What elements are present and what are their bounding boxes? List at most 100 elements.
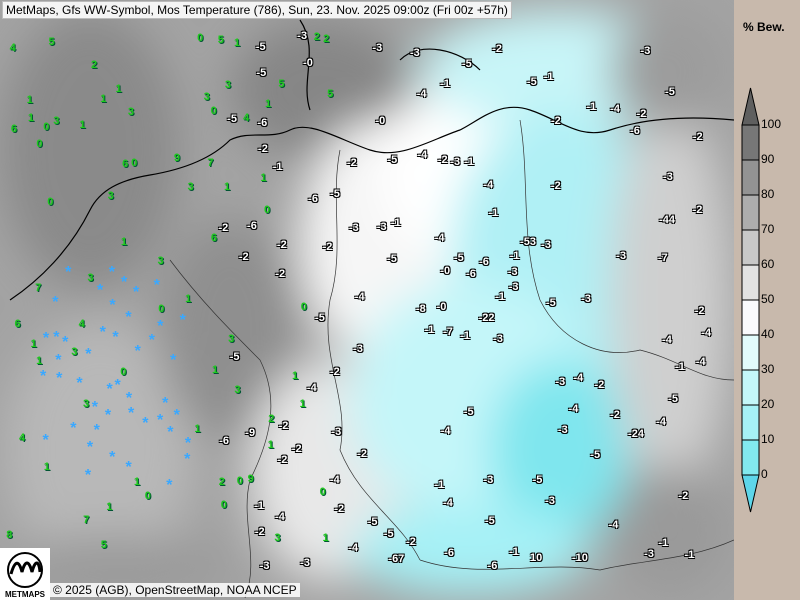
temperature-label: -0	[436, 300, 447, 313]
temperature-label: -2	[550, 114, 561, 127]
weather-symbol: 1	[264, 98, 272, 111]
temperature-label: -2	[329, 365, 340, 378]
weather-symbol: 5	[48, 36, 55, 49]
legend-tick: 70	[761, 222, 775, 236]
snow-symbol-icon: *	[121, 274, 128, 292]
legend-swatch	[741, 404, 760, 441]
snow-symbol-icon: *	[167, 424, 174, 442]
weather-symbol: 3	[83, 398, 90, 411]
temperature-label: -2	[437, 154, 448, 167]
temperature-label: -3	[545, 495, 555, 508]
temperature-label: -2	[275, 267, 286, 280]
snow-symbol-icon: *	[148, 331, 155, 349]
snow-symbol-icon: *	[132, 284, 140, 302]
legend-tick: 0	[761, 467, 768, 481]
borders	[169, 119, 734, 599]
legend-swatch	[741, 194, 760, 231]
temperature-label: -2	[322, 240, 333, 253]
map-title: MetMaps, Gfs WW-Symbol, Mos Temperature …	[2, 1, 512, 19]
coastlines	[9, 19, 734, 301]
snow-symbol-icon: *	[125, 459, 132, 477]
snow-symbol-icon: *	[184, 434, 192, 452]
weather-symbol: 5	[278, 77, 285, 90]
weather-symbol: 3	[203, 90, 210, 103]
temperature-label: -4	[568, 403, 579, 416]
weather-symbol: 3	[187, 180, 194, 193]
temperature-label: -2	[347, 156, 357, 169]
legend-swatch	[741, 369, 760, 406]
temperature-label: -1	[586, 100, 597, 113]
temperature-label: -7	[443, 326, 453, 339]
temperature-label: -5	[484, 514, 495, 527]
snow-symbol-icon: *	[108, 263, 115, 281]
legend-colorbar	[741, 87, 760, 513]
temperature-label: -6	[466, 267, 476, 280]
weather-symbol: 1	[27, 112, 35, 125]
weather-symbol: 0	[300, 300, 307, 313]
temperature-label: -2	[678, 490, 689, 503]
weather-symbol: 1	[120, 235, 127, 248]
weather-symbol: 7	[207, 156, 214, 169]
legend-tick: 40	[761, 327, 775, 341]
weather-symbol: 0	[144, 489, 151, 502]
snow-symbol-icon: *	[52, 293, 59, 311]
temperature-label: -4	[354, 291, 365, 304]
temperature-label: -3	[616, 250, 627, 263]
weather-symbol: 0	[220, 498, 227, 511]
temperature-label: -4	[416, 88, 427, 101]
snow-symbol-icon: *	[91, 398, 98, 416]
temperature-label: -3	[331, 425, 342, 438]
temperature-label: -5	[665, 86, 675, 99]
temperature-label: -2	[492, 42, 503, 55]
weather-symbol: 2	[91, 59, 98, 72]
weather-symbol: 1	[100, 93, 107, 106]
weather-symbol: 1	[133, 475, 141, 488]
snow-symbol-icon: *	[125, 389, 133, 407]
legend: % Bew. 100 90 80 70 60 50 40 30 20 10 0	[734, 0, 800, 600]
temperature-label: -22	[478, 312, 495, 325]
temperature-label: -6	[630, 125, 640, 138]
temperature-label: -5	[387, 253, 397, 266]
temperature-label: -2	[258, 142, 268, 155]
temperature-label: -2	[610, 408, 620, 421]
temperature-label: -4	[417, 149, 428, 162]
legend-tick: 60	[761, 257, 775, 271]
temperature-label: -5	[590, 448, 601, 461]
weather-symbol: 3	[71, 346, 78, 359]
weather-symbol: 0	[36, 138, 43, 151]
temperature-label: -6	[487, 559, 498, 572]
temperature-label: -44	[659, 214, 676, 227]
temperature-label: -6	[308, 192, 318, 205]
temperature-label: -5	[227, 112, 237, 125]
snow-symbol-icon: *	[42, 432, 49, 450]
temperature-label: -1	[509, 546, 519, 559]
temperature-label: -9	[245, 426, 256, 439]
weather-map[interactable]: 10 -10 -1 -1 -0 -1 -1 -2 -1 -1 -2 -1 -0 -1 -2 -2 -1 -2 -3-…	[0, 0, 734, 600]
weather-symbol: 3	[157, 254, 164, 267]
snow-symbol-icon: *	[70, 419, 77, 437]
legend-under-triangle	[741, 474, 760, 513]
temperature-label: -3	[300, 557, 310, 570]
snow-symbol-icon: *	[173, 407, 180, 425]
temperature-label: -2	[277, 454, 288, 467]
temperature-label: -2	[276, 238, 287, 251]
temperature-label: -3	[493, 333, 503, 346]
temperature-label: -1	[390, 217, 401, 230]
legend-swatch	[741, 439, 760, 476]
temperature-label: -1	[675, 361, 685, 374]
snow-symbol-icon: *	[162, 395, 169, 413]
legend-swatch	[741, 334, 760, 371]
weather-symbol: 0	[210, 104, 217, 117]
weather-symbol: 3	[224, 78, 232, 91]
temperature-label: -5	[454, 251, 464, 264]
snow-symbol-icon: *	[109, 449, 116, 467]
weather-symbol: 1	[79, 119, 86, 132]
weather-symbol: 0	[120, 365, 127, 378]
temperature-label: -5	[367, 515, 378, 528]
temperature-label: -3	[508, 280, 519, 293]
temperature-label: 10	[530, 552, 543, 564]
temperature-label: -3	[410, 47, 420, 60]
weather-symbol: 3	[234, 383, 241, 396]
snow-symbol-icon: *	[40, 367, 47, 385]
temperature-label: -6	[444, 547, 454, 560]
